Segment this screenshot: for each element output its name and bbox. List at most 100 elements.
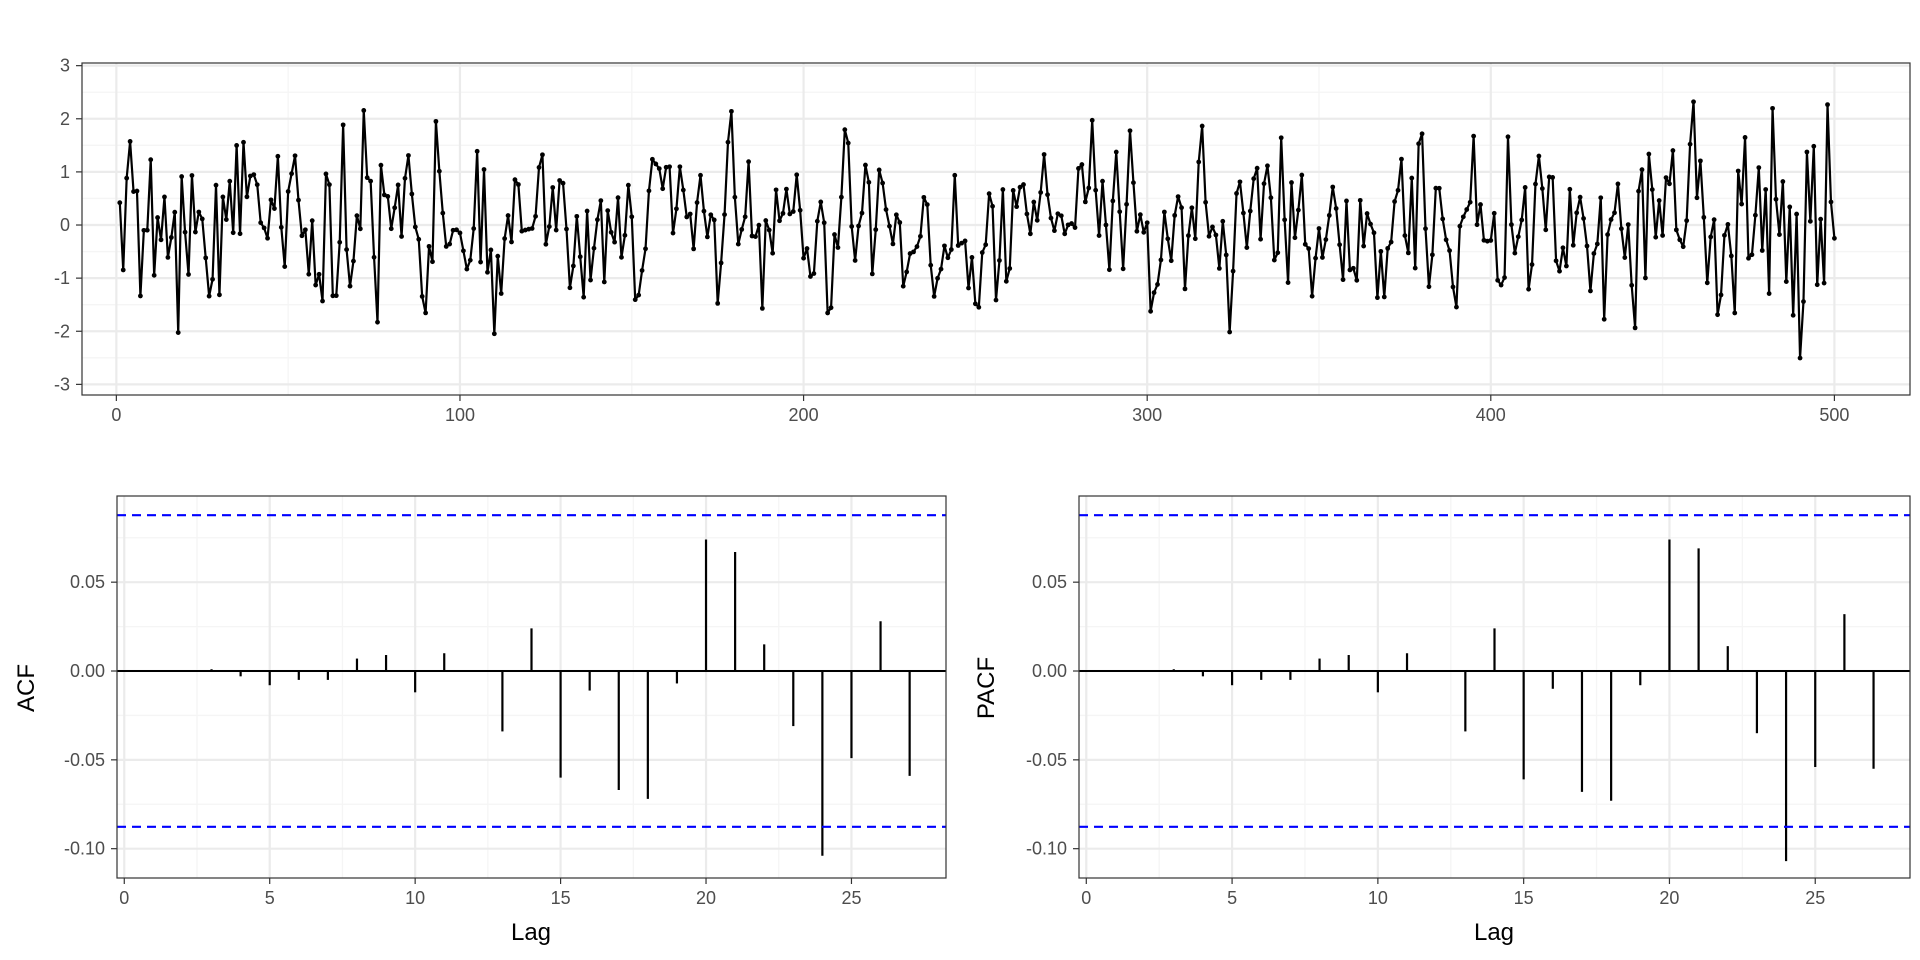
time-series-point xyxy=(1354,277,1360,283)
time-series-point xyxy=(646,188,652,194)
time-series-point xyxy=(1282,217,1288,223)
time-series-point xyxy=(615,195,621,201)
time-series-point xyxy=(1622,255,1628,260)
time-series-point xyxy=(1179,205,1184,211)
time-series-point xyxy=(244,194,250,200)
time-series-point xyxy=(742,214,748,220)
time-series-point xyxy=(313,282,319,288)
time-series-point xyxy=(1103,222,1109,228)
time-series-point xyxy=(498,291,504,296)
time-series-point xyxy=(766,227,772,233)
time-series-point xyxy=(1230,268,1236,274)
time-series-point xyxy=(158,237,164,243)
time-series-point xyxy=(1168,258,1174,264)
time-series-point xyxy=(1612,210,1617,216)
time-series-point xyxy=(990,203,995,209)
time-series-point xyxy=(1567,186,1573,192)
time-series-point xyxy=(505,213,511,218)
time-series-point xyxy=(1529,262,1535,267)
time-series-point xyxy=(1660,233,1665,238)
time-series-point xyxy=(1684,218,1690,224)
time-series-point xyxy=(1811,143,1817,149)
time-series-point xyxy=(1258,236,1263,242)
time-series-point xyxy=(797,207,803,213)
time-series-point xyxy=(1801,299,1806,304)
time-series-point xyxy=(1412,265,1418,271)
time-series-point xyxy=(887,223,892,229)
time-series-point xyxy=(1419,131,1425,137)
time-series-point xyxy=(1670,148,1676,153)
time-series-point xyxy=(1234,191,1239,196)
acf-x-tick-label: 5 xyxy=(265,888,275,908)
time-series-point xyxy=(491,331,497,337)
time-series-point xyxy=(1024,211,1030,217)
time-series-point xyxy=(1357,197,1363,203)
time-series-point xyxy=(155,215,160,220)
time-series-point xyxy=(1773,196,1779,202)
time-series-point xyxy=(1052,228,1057,234)
time-series-point xyxy=(1206,233,1212,239)
time-series-point xyxy=(172,209,178,215)
time-series-point xyxy=(464,266,470,272)
time-series-point xyxy=(1770,105,1775,111)
time-series-point xyxy=(419,294,425,299)
time-series-point xyxy=(1756,165,1762,171)
time-series-point xyxy=(423,310,429,316)
time-series-point xyxy=(395,182,401,188)
time-series-point xyxy=(1749,252,1755,258)
time-series-point xyxy=(955,243,961,248)
time-series-point xyxy=(1416,141,1422,147)
time-series-point xyxy=(619,254,624,260)
time-series-point xyxy=(921,194,927,200)
time-series-point xyxy=(698,172,703,178)
time-series-point xyxy=(684,214,690,220)
time-series-point xyxy=(787,211,793,217)
time-series-point xyxy=(467,257,473,263)
time-series-point xyxy=(165,255,171,260)
time-series-point xyxy=(794,172,800,178)
time-series-point xyxy=(1306,246,1312,251)
time-series-point xyxy=(1794,211,1800,217)
time-series-point xyxy=(722,212,727,217)
time-series-point xyxy=(1285,280,1291,285)
time-series-point xyxy=(1667,181,1672,187)
time-series-x-tick-label: 200 xyxy=(789,405,819,425)
time-series-point xyxy=(1594,241,1600,247)
time-series-panel: 0 100 200 300 400 500 -3 -2 -1 0 1 2 3 xyxy=(54,56,1911,425)
time-series-point xyxy=(1598,195,1604,201)
time-series-point xyxy=(1677,237,1683,243)
time-series-point xyxy=(1381,294,1387,300)
time-series-point xyxy=(1172,212,1178,218)
time-series-point xyxy=(241,139,246,145)
time-series-point xyxy=(1460,214,1466,220)
time-series-point xyxy=(1045,192,1050,198)
time-series-point xyxy=(175,330,181,335)
time-series-point xyxy=(1161,209,1167,215)
time-series-point xyxy=(272,206,277,211)
time-series-point xyxy=(876,167,882,173)
time-series-point xyxy=(962,238,968,244)
acf-y-ticks: -0.10 -0.05 0.00 0.05 xyxy=(64,572,117,859)
time-series-point xyxy=(1828,199,1834,205)
time-series-point xyxy=(560,180,566,186)
time-series-point xyxy=(828,305,834,311)
time-series-point xyxy=(1718,292,1724,298)
time-series-point xyxy=(780,210,786,216)
time-series-point xyxy=(1581,216,1586,221)
time-series-point xyxy=(753,234,758,240)
time-series-point xyxy=(952,172,958,178)
time-series-point xyxy=(120,267,126,273)
time-series-point xyxy=(1653,234,1659,240)
time-series-point xyxy=(512,177,518,183)
time-series-point xyxy=(268,197,274,203)
time-series-point xyxy=(983,242,989,248)
time-series-point xyxy=(1131,180,1136,186)
time-series-point xyxy=(577,254,583,260)
time-series-point xyxy=(351,258,356,264)
pacf-x-tick-label: 10 xyxy=(1368,888,1388,908)
time-series-point xyxy=(732,194,738,200)
time-series-point xyxy=(1186,233,1191,238)
time-series-x-tick-label: 400 xyxy=(1476,405,1506,425)
pacf-y-tick-label: 0.05 xyxy=(1032,572,1067,592)
time-series-point xyxy=(660,186,666,192)
